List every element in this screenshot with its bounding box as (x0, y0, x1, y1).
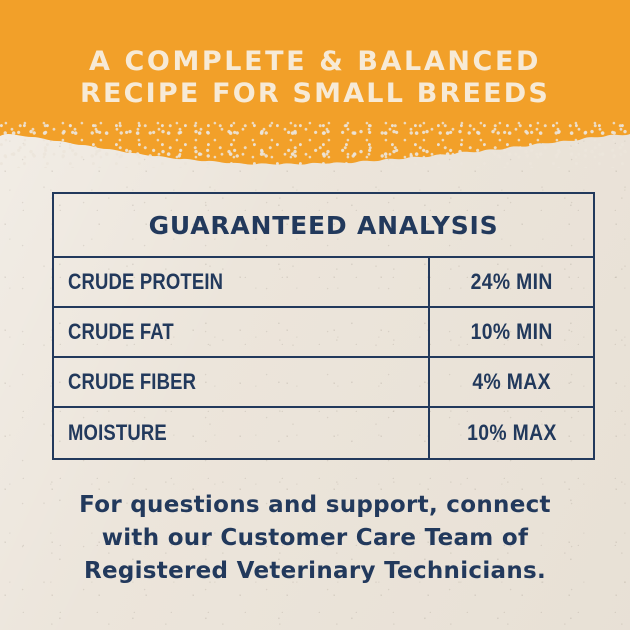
table-row: MOISTURE 10% MAX (54, 408, 593, 458)
amount-value: 24% MIN (470, 269, 553, 294)
support-line-3: Registered Veterinary Technicians. (83, 558, 547, 584)
nutrient-cell: CRUDE FAT (54, 308, 430, 356)
amount-cell: 10% MAX (430, 408, 593, 458)
guaranteed-analysis-header-row: GUARANTEED ANALYSIS (54, 194, 593, 258)
table-row: CRUDE FAT 10% MIN (54, 308, 593, 358)
amount-cell: 4% MAX (430, 358, 593, 406)
support-line-1: For questions and support, connect (79, 492, 551, 518)
amount-cell: 24% MIN (430, 258, 593, 306)
nutrient-cell: MOISTURE (54, 408, 430, 458)
guaranteed-analysis-table: GUARANTEED ANALYSIS CRUDE PROTEIN 24% MI… (52, 192, 595, 460)
table-row: CRUDE PROTEIN 24% MIN (54, 258, 593, 308)
nutrient-name: CRUDE PROTEIN (68, 269, 224, 294)
page-title: A COMPLETE & BALANCED RECIPE FOR SMALL B… (0, 46, 630, 110)
amount-value: 4% MAX (472, 369, 551, 394)
page-title-line-2: RECIPE FOR SMALL BREEDS (79, 78, 551, 109)
nutrient-cell: CRUDE PROTEIN (54, 258, 430, 306)
nutrient-name: CRUDE FAT (68, 319, 174, 344)
nutrient-name: CRUDE FIBER (68, 369, 197, 394)
page-title-line-1: A COMPLETE & BALANCED (88, 46, 542, 77)
amount-value: 10% MAX (466, 420, 557, 445)
customer-support-message: For questions and support, connect with … (0, 489, 630, 588)
table-row: CRUDE FIBER 4% MAX (54, 358, 593, 408)
nutrient-cell: CRUDE FIBER (54, 358, 430, 406)
guaranteed-analysis-heading: GUARANTEED ANALYSIS (148, 210, 499, 240)
nutrient-name: MOISTURE (68, 420, 167, 445)
amount-cell: 10% MIN (430, 308, 593, 356)
support-line-2: with our Customer Care Team of (101, 525, 529, 551)
amount-value: 10% MIN (470, 319, 553, 344)
